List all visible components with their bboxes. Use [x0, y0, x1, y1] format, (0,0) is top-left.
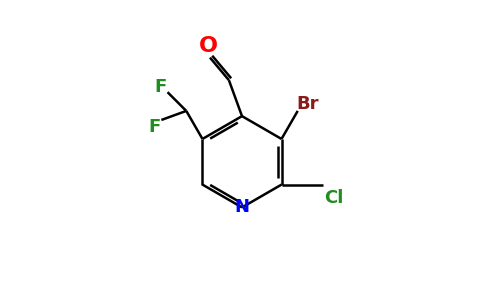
Text: Cl: Cl: [324, 189, 344, 207]
Text: O: O: [199, 36, 218, 56]
Text: F: F: [148, 118, 160, 136]
Text: Br: Br: [296, 95, 318, 113]
Text: N: N: [235, 198, 249, 216]
Text: F: F: [154, 78, 166, 96]
